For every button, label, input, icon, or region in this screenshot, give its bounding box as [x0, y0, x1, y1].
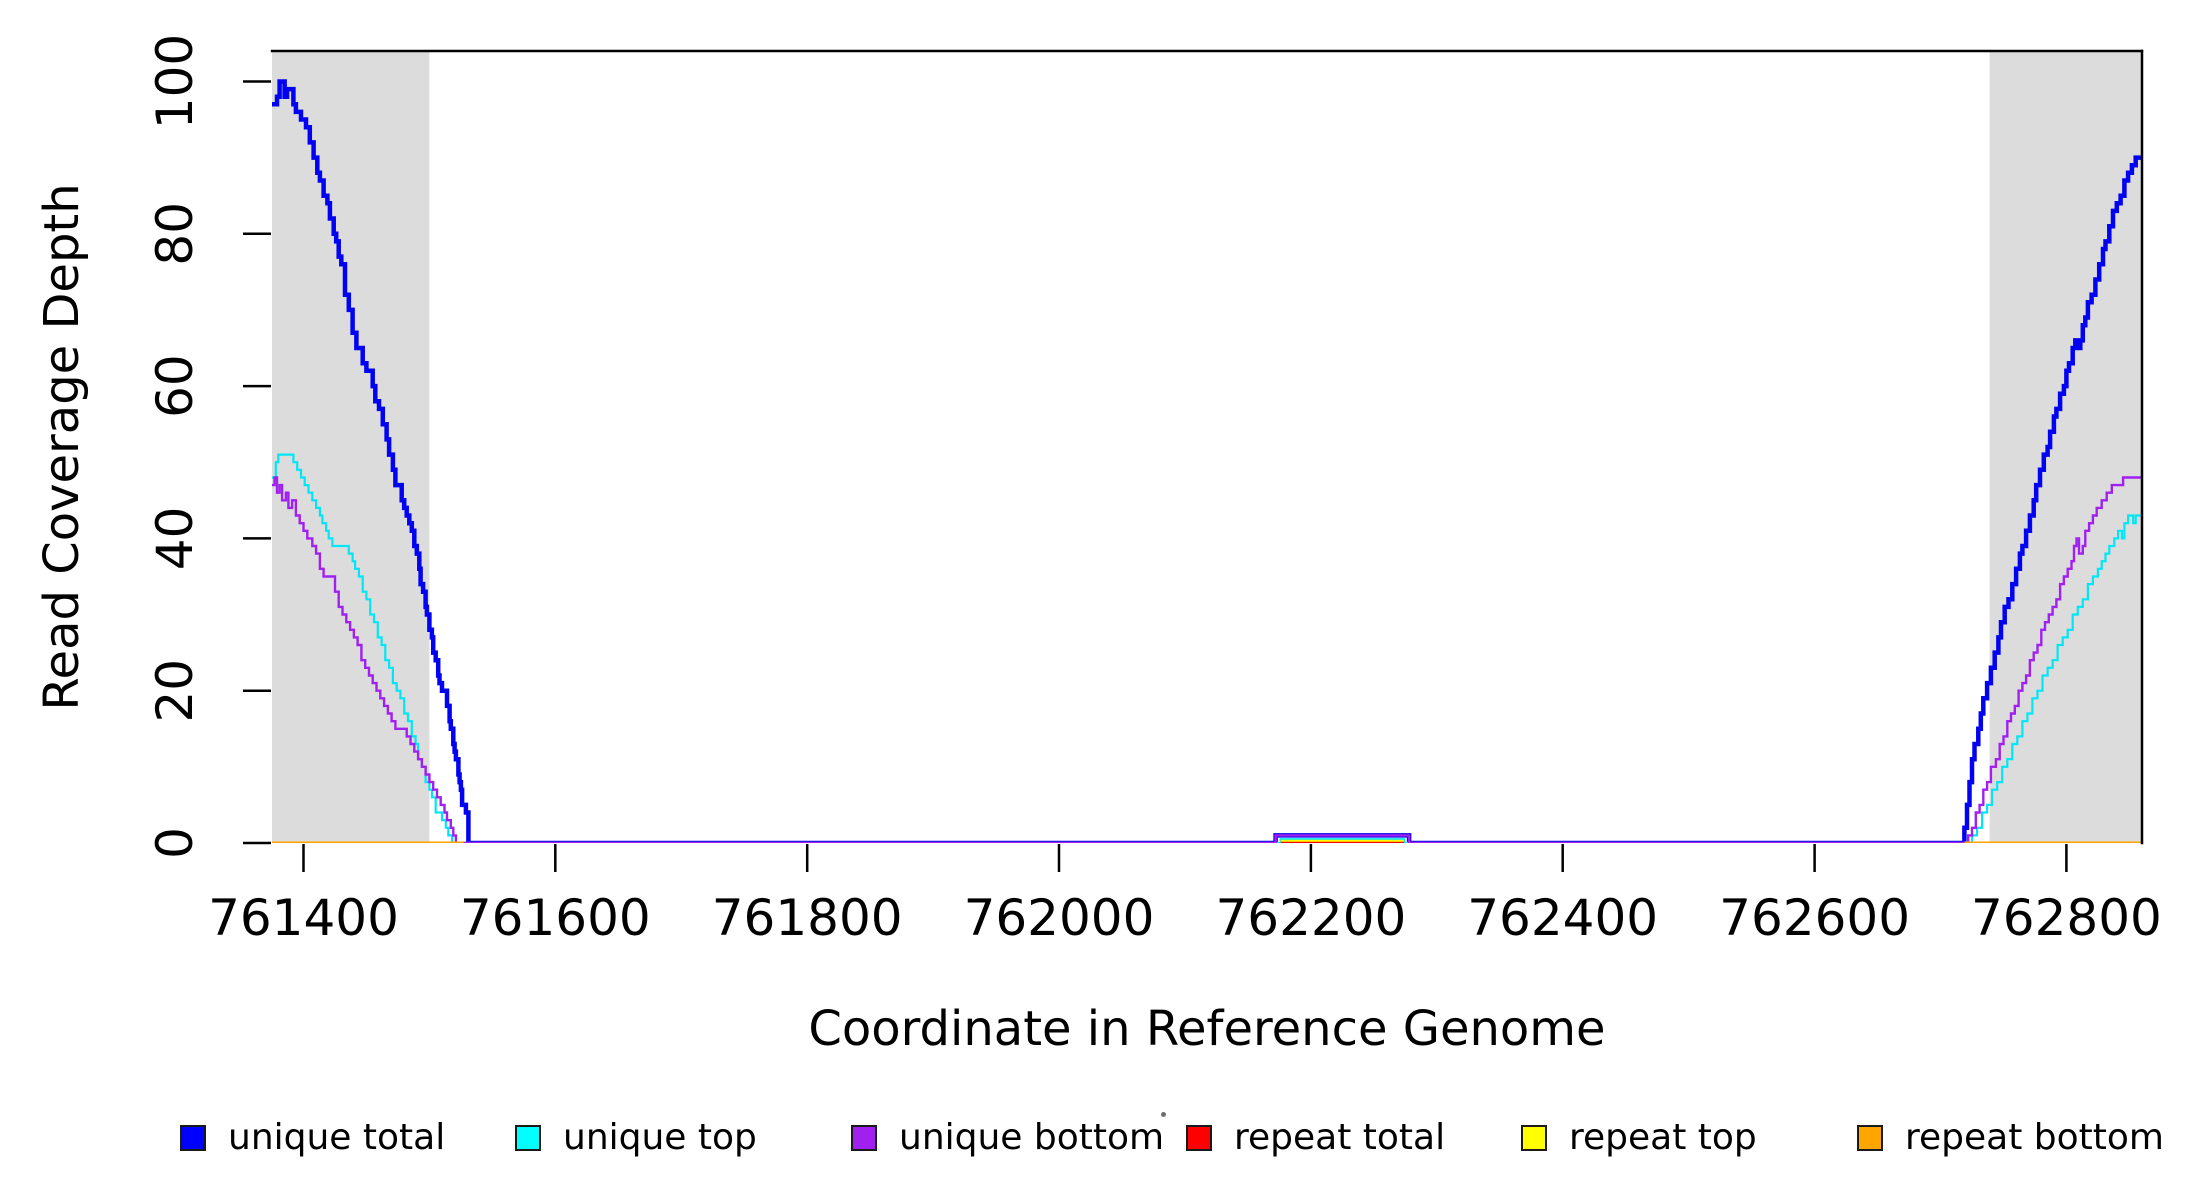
y-tick-label: 0	[146, 827, 204, 859]
x-tick-label: 762400	[1467, 889, 1658, 947]
y-axis-ticks: 0 20 40 60 80 100	[146, 34, 271, 859]
x-tick-label: 761600	[460, 889, 651, 947]
y-tick-label: 20	[146, 659, 204, 723]
x-tick-label: 762000	[964, 889, 1155, 947]
coverage-curves	[272, 79, 2142, 843]
y-tick-label: 40	[146, 507, 204, 571]
repeat-region-left	[272, 51, 430, 843]
unique-top-line	[272, 453, 2142, 843]
y-tick-label: 80	[146, 202, 204, 266]
x-tick-label: 762800	[1971, 889, 2162, 947]
repeat-region-right	[1989, 51, 2142, 843]
x-tick-label: 761800	[712, 889, 903, 947]
stray-dot	[1161, 1112, 1166, 1117]
y-axis-title: Read Coverage Depth	[34, 183, 90, 710]
x-tick-label: 762200	[1215, 889, 1406, 947]
x-tick-label: 761400	[208, 889, 399, 947]
x-tick-label: 762600	[1719, 889, 1910, 947]
unique-bottom-line	[272, 476, 2142, 843]
x-axis-title: Coordinate in Reference Genome	[808, 1001, 1605, 1057]
plot-frame	[270, 49, 2144, 845]
repeat-region-bands	[272, 51, 2142, 843]
x-axis-ticks: 761400 761600 761800 762000 762200 762400 7626…	[208, 844, 2162, 947]
y-tick-label: 100	[146, 34, 204, 129]
unique-total-line	[272, 79, 2142, 843]
y-tick-label: 60	[146, 354, 204, 418]
